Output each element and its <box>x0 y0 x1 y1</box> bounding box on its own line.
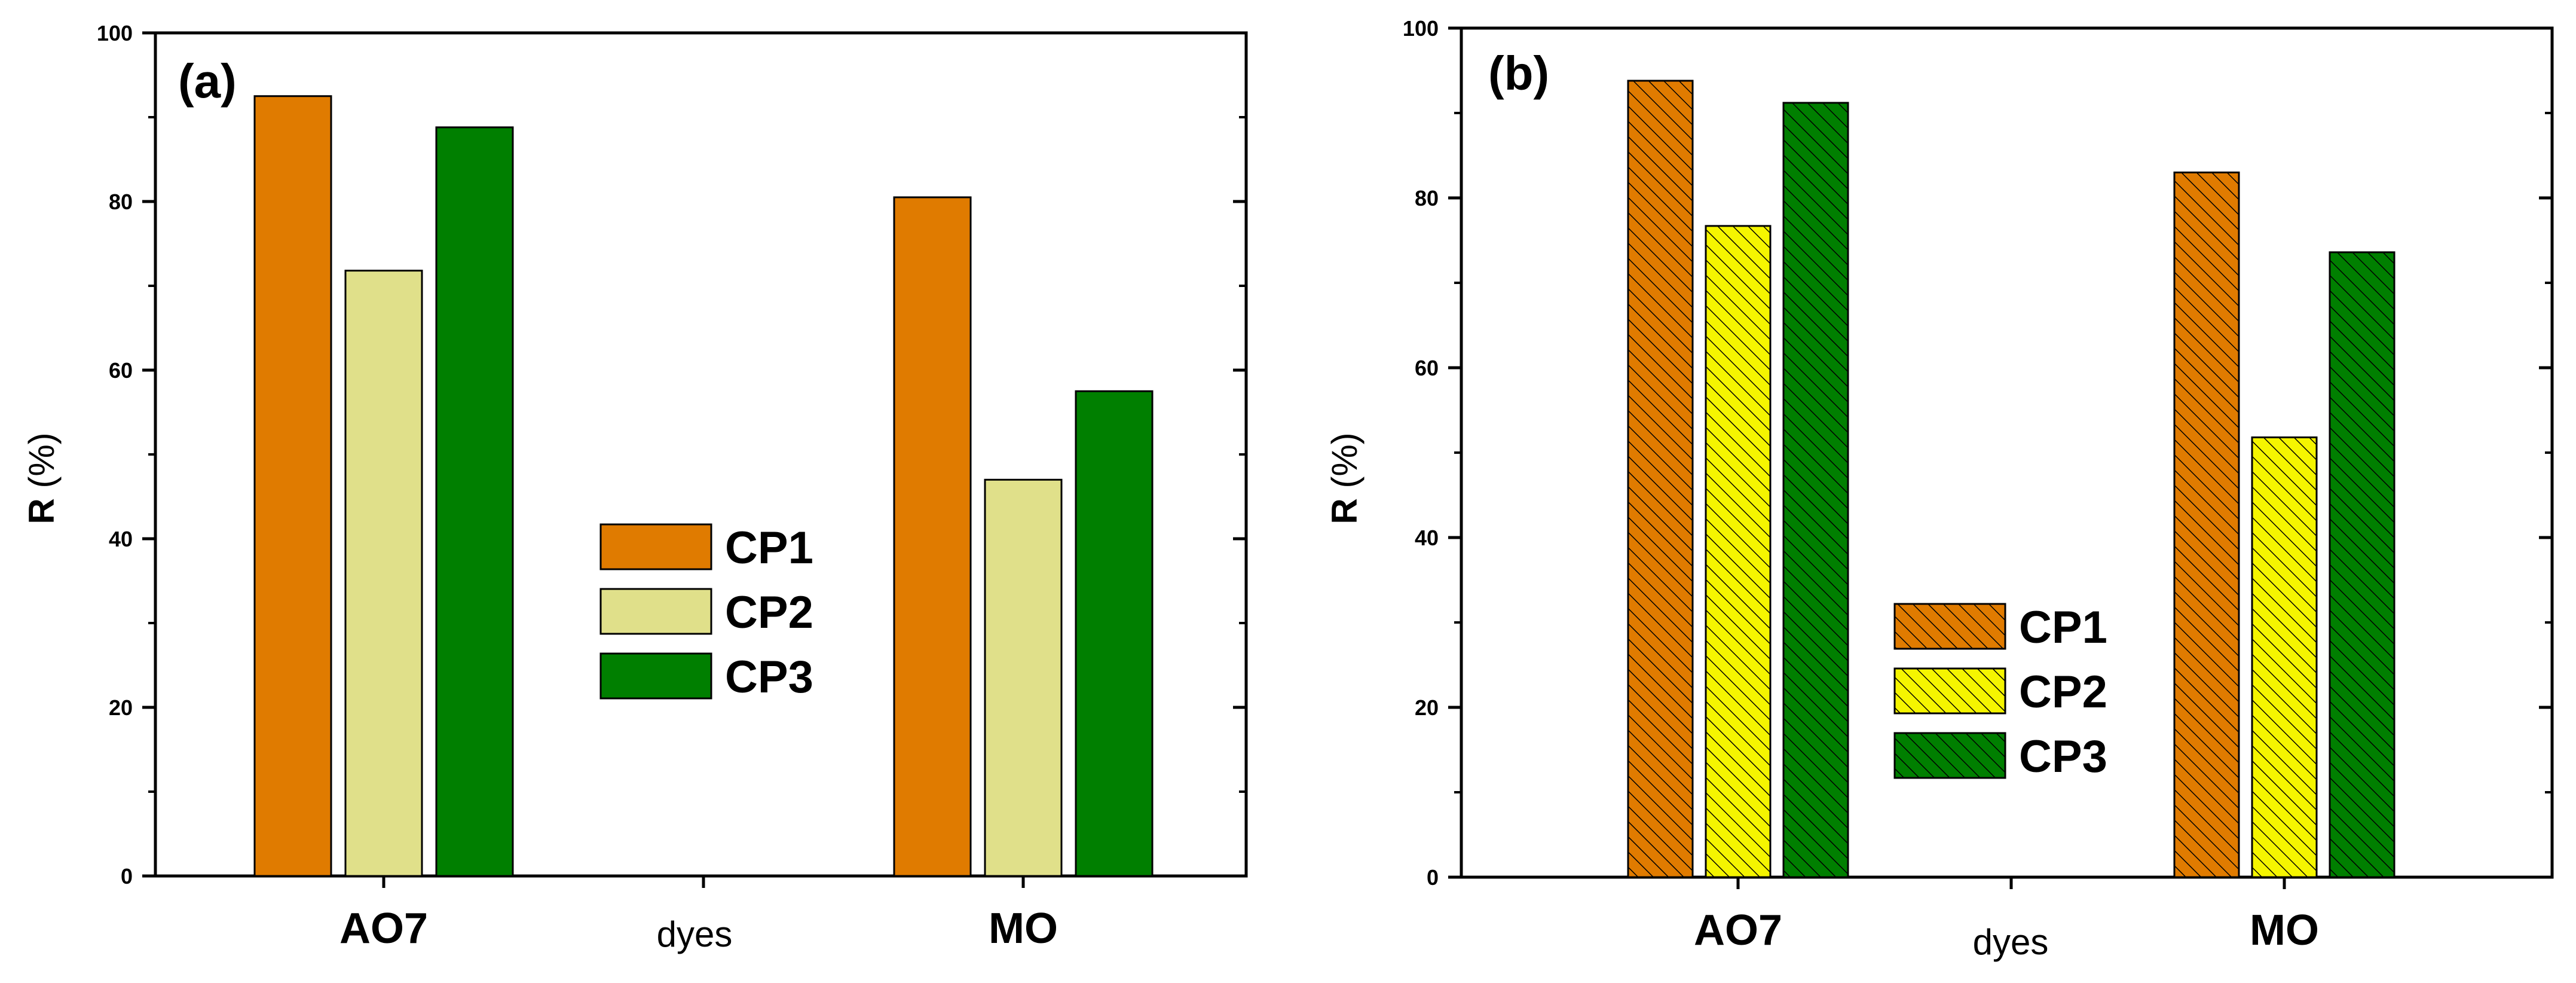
bar-cp1-ao7-a <box>253 95 332 877</box>
category-label-mo-a: MO <box>989 905 1058 953</box>
y-axis-title-unit-a: (%) <box>22 432 62 498</box>
category-label-ao7-b: AO7 <box>1694 906 1782 954</box>
y-tick-label-a: 0 <box>121 864 133 889</box>
legend-b: CP1 CP2 CP3 <box>1893 602 2107 782</box>
y-axis-title-unit-b: (%) <box>1324 432 1365 498</box>
panel-label-a: (a) <box>178 54 237 108</box>
bar-cp1-ao7-b-hatch <box>1628 81 1693 877</box>
tick-group-a: 0 20 40 60 80 100 <box>97 21 1246 889</box>
bar-cp2-mo-b-hatch <box>2252 437 2317 877</box>
legend-label-cp3-a: CP3 <box>725 652 813 703</box>
bar-cp1-mo-b-hatch <box>2174 172 2239 877</box>
panel-label-b: (b) <box>1488 47 1549 100</box>
legend-label-cp2-b: CP2 <box>2019 667 2107 718</box>
bar-cp3-mo-a <box>1075 390 1154 877</box>
legend-label-cp1-a: CP1 <box>725 523 813 573</box>
tick-group-b: 0 20 40 60 80 100 <box>1403 16 2552 890</box>
y-tick-label-b: 100 <box>1403 16 1439 41</box>
bar-cp2-ao7-b-hatch <box>1706 225 1770 877</box>
panel-b: 0 20 40 60 80 100 (b) AO7 MO dyes R (%) CP1 C… <box>1324 16 2554 962</box>
legend-swatch-cp2-a <box>599 588 712 635</box>
bar-cp2-mo-a <box>984 478 1063 877</box>
y-axis-title-main-b: R <box>1324 498 1365 524</box>
bar-group-a <box>253 95 1154 877</box>
y-tick-label-b: 80 <box>1415 186 1439 210</box>
legend-a: CP1 CP2 CP3 <box>599 523 813 703</box>
y-tick-label-a: 60 <box>109 358 133 383</box>
y-axis-title-main-a: R <box>22 498 62 524</box>
legend-label-cp3-b: CP3 <box>2019 731 2107 782</box>
y-tick-label-a: 100 <box>97 21 133 45</box>
y-tick-label-b: 60 <box>1415 356 1439 380</box>
y-tick-label-b: 20 <box>1415 695 1439 720</box>
y-axis-title-b: R (%) <box>1324 432 1365 524</box>
legend-swatch-cp3-b-hatch <box>1895 733 2005 778</box>
y-tick-label-a: 80 <box>109 190 133 214</box>
bar-cp3-mo-b-hatch <box>2330 252 2394 877</box>
panel-a: 0 20 40 60 80 100 (a) AO7 MO dyes R (%) CP1 C… <box>22 21 1248 954</box>
bar-cp3-ao7-a <box>435 126 514 877</box>
y-tick-label-a: 40 <box>109 527 133 551</box>
bar-cp3-ao7-b-hatch <box>1783 102 1848 878</box>
category-label-mo-b: MO <box>2250 906 2319 954</box>
y-axis-title-a: R (%) <box>22 432 62 524</box>
legend-swatch-cp1-b-hatch <box>1895 604 2005 649</box>
bar-cp1-mo-a <box>893 196 972 877</box>
legend-label-cp1-b: CP1 <box>2019 602 2107 653</box>
y-tick-label-b: 40 <box>1415 526 1439 550</box>
legend-label-cp2-a: CP2 <box>725 587 813 638</box>
x-axis-title-b: dyes <box>1973 922 2049 962</box>
legend-swatch-cp3-a <box>599 652 712 700</box>
legend-swatch-cp2-b-hatch <box>1895 668 2005 713</box>
bar-cp2-ao7-a <box>344 270 423 877</box>
legend-swatch-cp1-a <box>599 523 712 570</box>
y-tick-label-b: 0 <box>1427 865 1439 890</box>
category-label-ao7-a: AO7 <box>339 905 428 953</box>
x-axis-title-a: dyes <box>657 914 733 954</box>
bar-group-b <box>1627 80 2396 878</box>
y-tick-label-a: 20 <box>109 695 133 720</box>
